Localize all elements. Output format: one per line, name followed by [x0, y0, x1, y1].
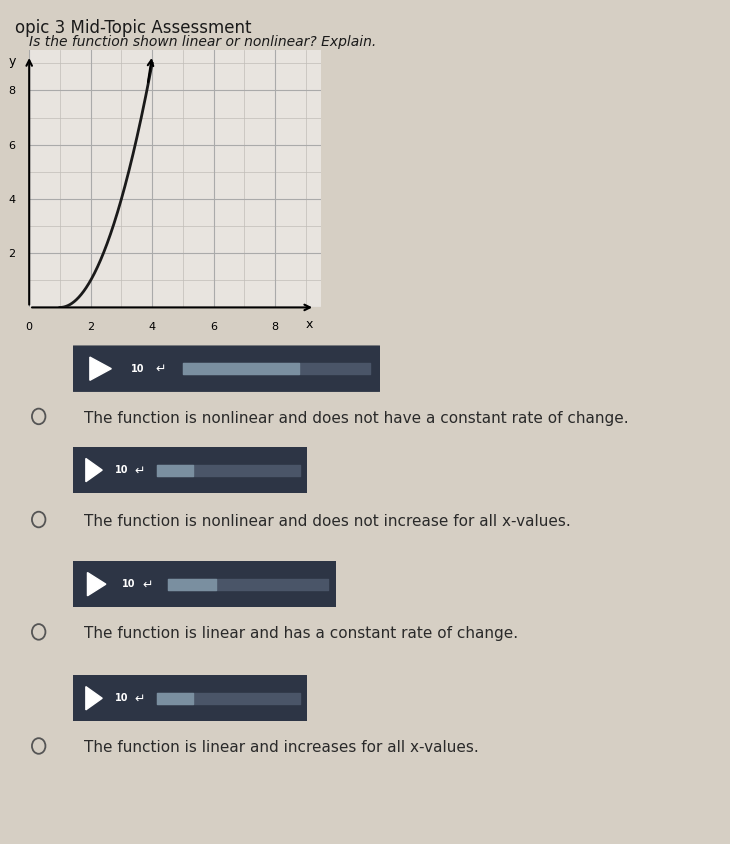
- Text: x: x: [305, 318, 312, 331]
- Text: opic 3 Mid-Topic Assessment: opic 3 Mid-Topic Assessment: [15, 19, 251, 36]
- Polygon shape: [86, 687, 102, 710]
- Text: y: y: [9, 55, 16, 68]
- Polygon shape: [86, 459, 102, 482]
- Text: 6: 6: [8, 140, 15, 150]
- Text: 6: 6: [210, 322, 217, 332]
- Text: 10: 10: [131, 363, 144, 373]
- Text: The function is linear and has a constant rate of change.: The function is linear and has a constan…: [84, 625, 518, 641]
- Text: 4: 4: [149, 322, 155, 332]
- Text: The function is nonlinear and does not have a constant rate of change.: The function is nonlinear and does not h…: [84, 410, 629, 425]
- Text: ↵: ↵: [142, 578, 153, 591]
- FancyBboxPatch shape: [63, 675, 317, 722]
- Text: 2: 2: [8, 249, 15, 259]
- Text: 10: 10: [121, 578, 135, 588]
- Text: 2: 2: [87, 322, 94, 332]
- Text: Is the function shown linear or nonlinear? Explain.: Is the function shown linear or nonlinea…: [29, 35, 377, 50]
- Text: 8: 8: [8, 86, 15, 96]
- Text: 10: 10: [115, 692, 128, 702]
- Text: ↵: ↵: [155, 363, 166, 376]
- Polygon shape: [90, 358, 111, 381]
- FancyBboxPatch shape: [59, 346, 393, 392]
- Text: The function is nonlinear and does not increase for all x-values.: The function is nonlinear and does not i…: [84, 513, 571, 528]
- Polygon shape: [88, 573, 106, 596]
- Text: ↵: ↵: [134, 464, 145, 477]
- Text: 4: 4: [8, 195, 15, 204]
- Text: The function is linear and increases for all x-values.: The function is linear and increases for…: [84, 739, 479, 755]
- Text: 0: 0: [26, 322, 33, 332]
- Text: ↵: ↵: [134, 692, 145, 705]
- Text: 8: 8: [272, 322, 279, 332]
- FancyBboxPatch shape: [63, 447, 317, 494]
- Text: 10: 10: [115, 464, 128, 474]
- FancyBboxPatch shape: [61, 561, 347, 608]
